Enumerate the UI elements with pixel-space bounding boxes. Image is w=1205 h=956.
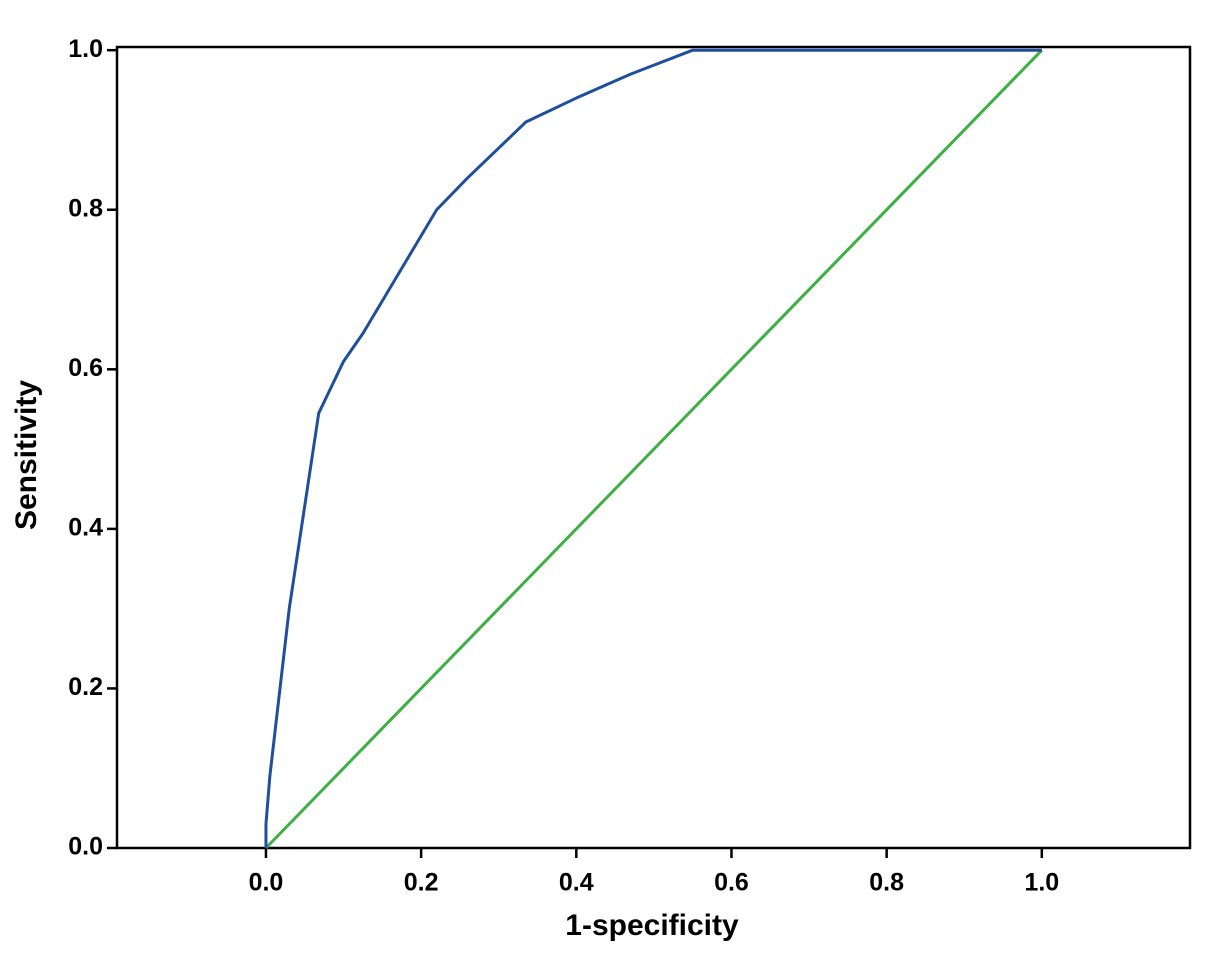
x-tick-label: 0.2 — [404, 869, 439, 897]
x-axis-label: 1-specificity — [565, 909, 739, 942]
y-tick-label: 0.2 — [68, 673, 103, 701]
y-tick-label: 1.0 — [68, 35, 103, 63]
x-tick-label: 1.0 — [1024, 869, 1059, 897]
x-tick-label: 0.4 — [559, 869, 594, 897]
y-tick-label: 0.4 — [68, 513, 103, 541]
y-tick-label: 0.8 — [68, 194, 103, 222]
plot-frame — [115, 45, 1192, 850]
y-axis-label: Sensitivity — [10, 380, 43, 530]
x-tick-label: 0.8 — [869, 869, 904, 897]
y-tick-label: 0.0 — [68, 833, 103, 861]
line-series — [264, 48, 1042, 848]
y-tick-label: 0.6 — [68, 354, 103, 382]
x-tick-label: 0.6 — [714, 869, 749, 897]
x-tick-label: 0.0 — [249, 869, 284, 897]
line-series — [264, 49, 1043, 850]
